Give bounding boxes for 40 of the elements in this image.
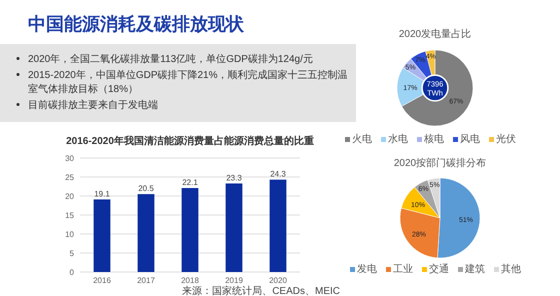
text: 2020年，全国二氧化碳排放量113亿吨，单位GDP碳排为124g/元 [28, 53, 313, 65]
legend-label: 发电 [357, 263, 377, 275]
x-tick-label: 2016 [93, 276, 112, 285]
text: 中国能源消耗及碳排放现状 [28, 14, 245, 34]
bar [182, 188, 198, 272]
legend-label: 建筑 [464, 263, 485, 275]
y-tick-label: 20 [65, 192, 75, 201]
y-tick-label: 30 [65, 154, 75, 163]
bar [226, 183, 242, 272]
data-label: 23.3 [226, 173, 242, 182]
bar [94, 199, 110, 272]
source-note: 来源：国家统计局、CEADs、MEIC [182, 285, 340, 296]
bar [270, 180, 286, 272]
legend-label: 工业 [393, 263, 413, 275]
legend-label: 光伏 [496, 133, 516, 145]
text: 目前碳排放主要来自于发电端 [28, 99, 158, 111]
y-tick-label: 25 [65, 173, 75, 182]
y-tick-label: 0 [70, 268, 75, 277]
data-label: 24.3 [270, 170, 286, 179]
chart-title: 2016-2020年我国清洁能源消费量占能源消费总量的比重 [66, 135, 314, 147]
legend-label: 其他 [501, 263, 521, 275]
bar [138, 194, 154, 272]
legend-label: 水电 [388, 133, 408, 145]
data-label: 22.1 [182, 178, 198, 188]
y-tick-label: 10 [65, 230, 75, 239]
legend-label: 火电 [352, 133, 372, 145]
text: 2015-2020年，中国单位GDP碳排下降21%，顺利完成国家十三五控制温室气体排放目标（18%） [28, 69, 348, 95]
x-tick-label: 2020 [269, 276, 288, 285]
legend-label: 交通 [429, 263, 449, 275]
data-label: 20.5 [138, 184, 154, 194]
data-label: 19.1 [94, 189, 110, 198]
x-tick-label: 2017 [137, 276, 156, 285]
x-tick-label: 2018 [181, 276, 200, 285]
chart-title: 2020按部门碳排分布 [394, 157, 486, 169]
chart-title: 2020发电量占比 [398, 28, 472, 40]
legend-label: 风电 [460, 133, 480, 145]
x-tick-label: 2019 [225, 276, 244, 285]
y-tick-label: 5 [70, 249, 75, 258]
y-tick-label: 15 [65, 211, 75, 220]
legend-label: 核电 [423, 133, 444, 145]
